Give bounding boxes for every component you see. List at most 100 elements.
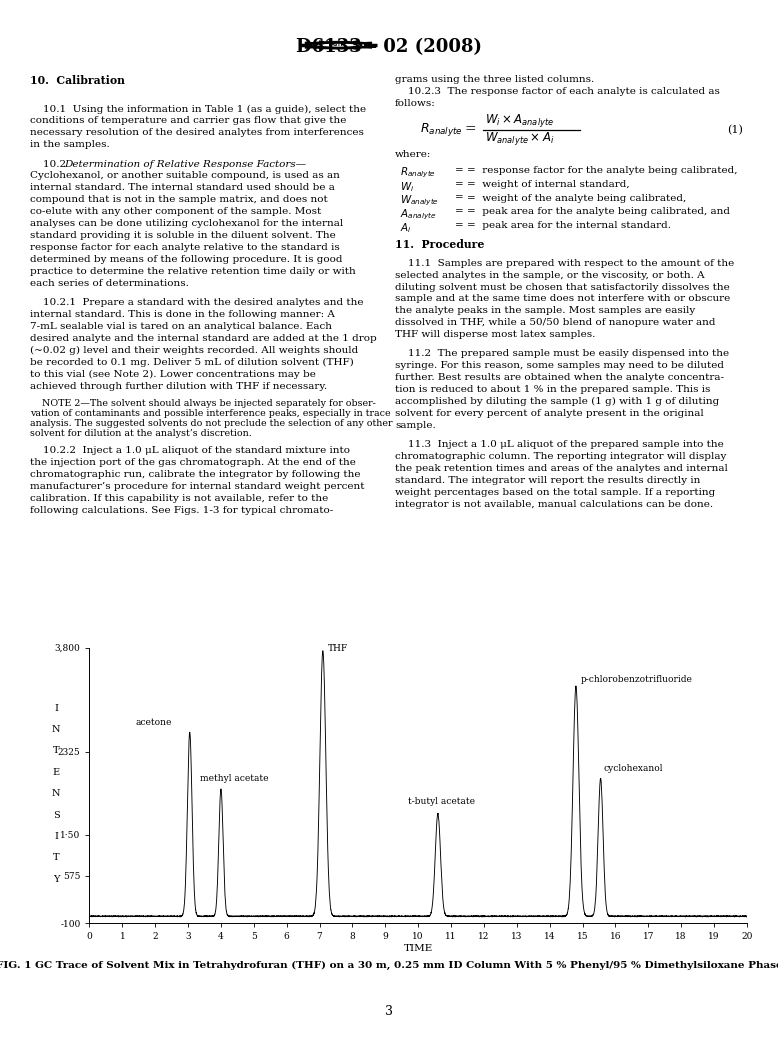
Text: 11.2  The prepared sample must be easily dispensed into the: 11.2 The prepared sample must be easily …	[395, 350, 729, 358]
Text: =: =	[455, 180, 464, 188]
Text: S: S	[53, 811, 59, 819]
Text: $R_{analyte}$: $R_{analyte}$	[400, 166, 436, 180]
Text: t-butyl acetate: t-butyl acetate	[408, 797, 475, 806]
Text: Y: Y	[53, 874, 59, 884]
Text: $A_{analyte}$: $A_{analyte}$	[400, 207, 436, 222]
Text: necessary resolution of the desired analytes from interferences: necessary resolution of the desired anal…	[30, 128, 364, 137]
Text: FIG. 1 GC Trace of Solvent Mix in Tetrahydrofuran (THF) on a 30 m, 0.25 mm ID Co: FIG. 1 GC Trace of Solvent Mix in Tetrah…	[0, 961, 778, 969]
Text: 3: 3	[385, 1006, 393, 1018]
Text: response factor for each analyte relative to the standard is: response factor for each analyte relativ…	[30, 244, 340, 252]
Text: sample and at the same time does not interfere with or obscure: sample and at the same time does not int…	[395, 295, 731, 304]
Text: sample.: sample.	[395, 422, 436, 430]
Text: dissolved in THF, while a 50/50 blend of nanopure water and: dissolved in THF, while a 50/50 blend of…	[395, 319, 716, 328]
Text: compound that is not in the sample matrix, and does not: compound that is not in the sample matri…	[30, 196, 328, 204]
Text: 10.1  Using the information in Table 1 (as a guide), select the: 10.1 Using the information in Table 1 (a…	[30, 104, 366, 113]
Text: 7-mL sealable vial is tared on an analytical balance. Each: 7-mL sealable vial is tared on an analyt…	[30, 323, 332, 331]
Text: 10.2.3  The response factor of each analyte is calculated as: 10.2.3 The response factor of each analy…	[395, 87, 720, 96]
Text: chromatographic column. The reporting integrator will display: chromatographic column. The reporting in…	[395, 453, 727, 461]
Text: 10.  Calibration: 10. Calibration	[30, 75, 125, 86]
Text: achieved through further dilution with THF if necessary.: achieved through further dilution with T…	[30, 382, 327, 391]
Text: T: T	[53, 854, 59, 862]
Text: integrator is not available, manual calculations can be done.: integrator is not available, manual calc…	[395, 501, 713, 509]
Text: internal standard. This is done in the following manner: A: internal standard. This is done in the f…	[30, 310, 335, 320]
Text: =: =	[455, 207, 464, 217]
Text: E: E	[52, 768, 60, 777]
Text: I: I	[54, 704, 58, 713]
Text: internal standard. The internal standard used should be a: internal standard. The internal standard…	[30, 183, 335, 193]
Text: each series of determinations.: each series of determinations.	[30, 279, 189, 288]
Text: to this vial (see Note 2). Lower concentrations may be: to this vial (see Note 2). Lower concent…	[30, 371, 316, 379]
Text: the injection port of the gas chromatograph. At the end of the: the injection port of the gas chromatogr…	[30, 458, 356, 467]
Text: $W_{analyte} \times A_i$: $W_{analyte} \times A_i$	[485, 130, 555, 148]
Text: NOTE 2—The solvent should always be injected separately for obser-: NOTE 2—The solvent should always be inje…	[30, 400, 376, 408]
Text: analysis. The suggested solvents do not preclude the selection of any other: analysis. The suggested solvents do not …	[30, 420, 392, 428]
Text: =: =	[455, 194, 464, 203]
X-axis label: TIME: TIME	[404, 944, 433, 954]
Text: =: =	[455, 221, 464, 230]
Text: cyclohexanol: cyclohexanol	[604, 764, 664, 773]
Text: the peak retention times and areas of the analytes and internal: the peak retention times and areas of th…	[395, 464, 728, 474]
Text: 11.3  Inject a 1.0 μL aliquot of the prepared sample into the: 11.3 Inject a 1.0 μL aliquot of the prep…	[395, 440, 724, 450]
Text: co-elute with any other component of the sample. Most: co-elute with any other component of the…	[30, 207, 321, 217]
Text: Cyclohexanol, or another suitable compound, is used as an: Cyclohexanol, or another suitable compou…	[30, 172, 340, 180]
Text: analyses can be done utilizing cyclohexanol for the internal: analyses can be done utilizing cyclohexa…	[30, 220, 343, 228]
Text: in the samples.: in the samples.	[30, 141, 110, 150]
Text: standard providing it is soluble in the diluent solvent. The: standard providing it is soluble in the …	[30, 231, 336, 240]
Text: $W_{analyte}$: $W_{analyte}$	[400, 194, 439, 208]
Text: N: N	[52, 789, 60, 798]
Text: T: T	[53, 746, 59, 756]
Text: syringe. For this reason, some samples may need to be diluted: syringe. For this reason, some samples m…	[395, 361, 724, 371]
Text: 11.  Procedure: 11. Procedure	[395, 239, 485, 250]
Text: THF: THF	[328, 644, 348, 653]
Text: practice to determine the relative retention time daily or with: practice to determine the relative reten…	[30, 268, 356, 276]
Text: THF will disperse most latex samples.: THF will disperse most latex samples.	[395, 330, 595, 339]
Text: 10.2.2  Inject a 1.0 μL aliquot of the standard mixture into: 10.2.2 Inject a 1.0 μL aliquot of the st…	[30, 447, 350, 455]
Text: 10.2: 10.2	[30, 159, 72, 169]
Text: solvent for dilution at the analyst’s discretion.: solvent for dilution at the analyst’s di…	[30, 429, 252, 438]
Text: calibration. If this capability is not available, refer to the: calibration. If this capability is not a…	[30, 494, 328, 503]
Text: $R_{analyte}$: $R_{analyte}$	[420, 121, 463, 138]
Text: =  peak area for the internal standard.: = peak area for the internal standard.	[467, 221, 671, 230]
Text: standard. The integrator will report the results directly in: standard. The integrator will report the…	[395, 477, 700, 485]
Text: diluting solvent must be chosen that satisfactorily dissolves the: diluting solvent must be chosen that sat…	[395, 282, 730, 291]
Text: (1): (1)	[727, 125, 743, 134]
Text: be recorded to 0.1 mg. Deliver 5 mL of dilution solvent (THF): be recorded to 0.1 mg. Deliver 5 mL of d…	[30, 358, 354, 367]
Text: Determination of Relative Response Factors—: Determination of Relative Response Facto…	[64, 159, 306, 169]
Text: follows:: follows:	[395, 99, 436, 108]
Text: selected analytes in the sample, or the viscosity, or both. A: selected analytes in the sample, or the …	[395, 271, 705, 280]
Text: =  peak area for the analyte being calibrated, and: = peak area for the analyte being calibr…	[467, 207, 730, 217]
Text: grams using the three listed columns.: grams using the three listed columns.	[395, 75, 594, 84]
Text: D6133 – 02 (2008): D6133 – 02 (2008)	[296, 39, 482, 56]
Text: acetone: acetone	[135, 717, 172, 727]
Text: solvent for every percent of analyte present in the original: solvent for every percent of analyte pre…	[395, 409, 704, 418]
Text: desired analyte and the internal standard are added at the 1 drop: desired analyte and the internal standar…	[30, 334, 377, 344]
Text: (~0.02 g) level and their weights recorded. All weights should: (~0.02 g) level and their weights record…	[30, 347, 358, 355]
Text: methyl acetate: methyl acetate	[200, 775, 268, 783]
Text: weight percentages based on the total sample. If a reporting: weight percentages based on the total sa…	[395, 488, 715, 498]
Text: 10.2.1  Prepare a standard with the desired analytes and the: 10.2.1 Prepare a standard with the desir…	[30, 299, 363, 307]
Text: the analyte peaks in the sample. Most samples are easily: the analyte peaks in the sample. Most sa…	[395, 306, 696, 315]
Text: 11.1  Samples are prepared with respect to the amount of the: 11.1 Samples are prepared with respect t…	[395, 258, 734, 268]
Text: determined by means of the following procedure. It is good: determined by means of the following pro…	[30, 255, 342, 264]
Text: accomplished by diluting the sample (1 g) with 1 g of diluting: accomplished by diluting the sample (1 g…	[395, 398, 719, 406]
Text: conditions of temperature and carrier gas flow that give the: conditions of temperature and carrier ga…	[30, 117, 346, 126]
Text: further. Best results are obtained when the analyte concentra-: further. Best results are obtained when …	[395, 374, 724, 382]
Text: where:: where:	[395, 151, 431, 159]
Text: =  weight of the analyte being calibrated,: = weight of the analyte being calibrated…	[467, 194, 686, 203]
Text: $W_i \times A_{analyte}$: $W_i \times A_{analyte}$	[485, 111, 554, 129]
Text: =  weight of internal standard,: = weight of internal standard,	[467, 180, 629, 188]
Text: tion is reduced to about 1 % in the prepared sample. This is: tion is reduced to about 1 % in the prep…	[395, 385, 710, 395]
Text: ASTM: ASTM	[331, 43, 346, 47]
Text: $A_i$: $A_i$	[400, 221, 412, 235]
Text: following calculations. See Figs. 1-3 for typical chromato-: following calculations. See Figs. 1-3 fo…	[30, 506, 333, 515]
Text: chromatographic run, calibrate the integrator by following the: chromatographic run, calibrate the integ…	[30, 471, 360, 479]
Text: =  response factor for the analyte being calibrated,: = response factor for the analyte being …	[467, 166, 738, 175]
Text: =: =	[455, 166, 464, 175]
Text: I: I	[54, 832, 58, 841]
Text: p-chlorobenzotrifluoride: p-chlorobenzotrifluoride	[581, 675, 692, 684]
Text: vation of contaminants and possible interference peaks, especially in trace: vation of contaminants and possible inte…	[30, 409, 391, 418]
Text: =: =	[464, 123, 476, 136]
Text: N: N	[52, 726, 60, 734]
Text: $W_i$: $W_i$	[400, 180, 414, 194]
Text: manufacturer’s procedure for internal standard weight percent: manufacturer’s procedure for internal st…	[30, 482, 365, 491]
